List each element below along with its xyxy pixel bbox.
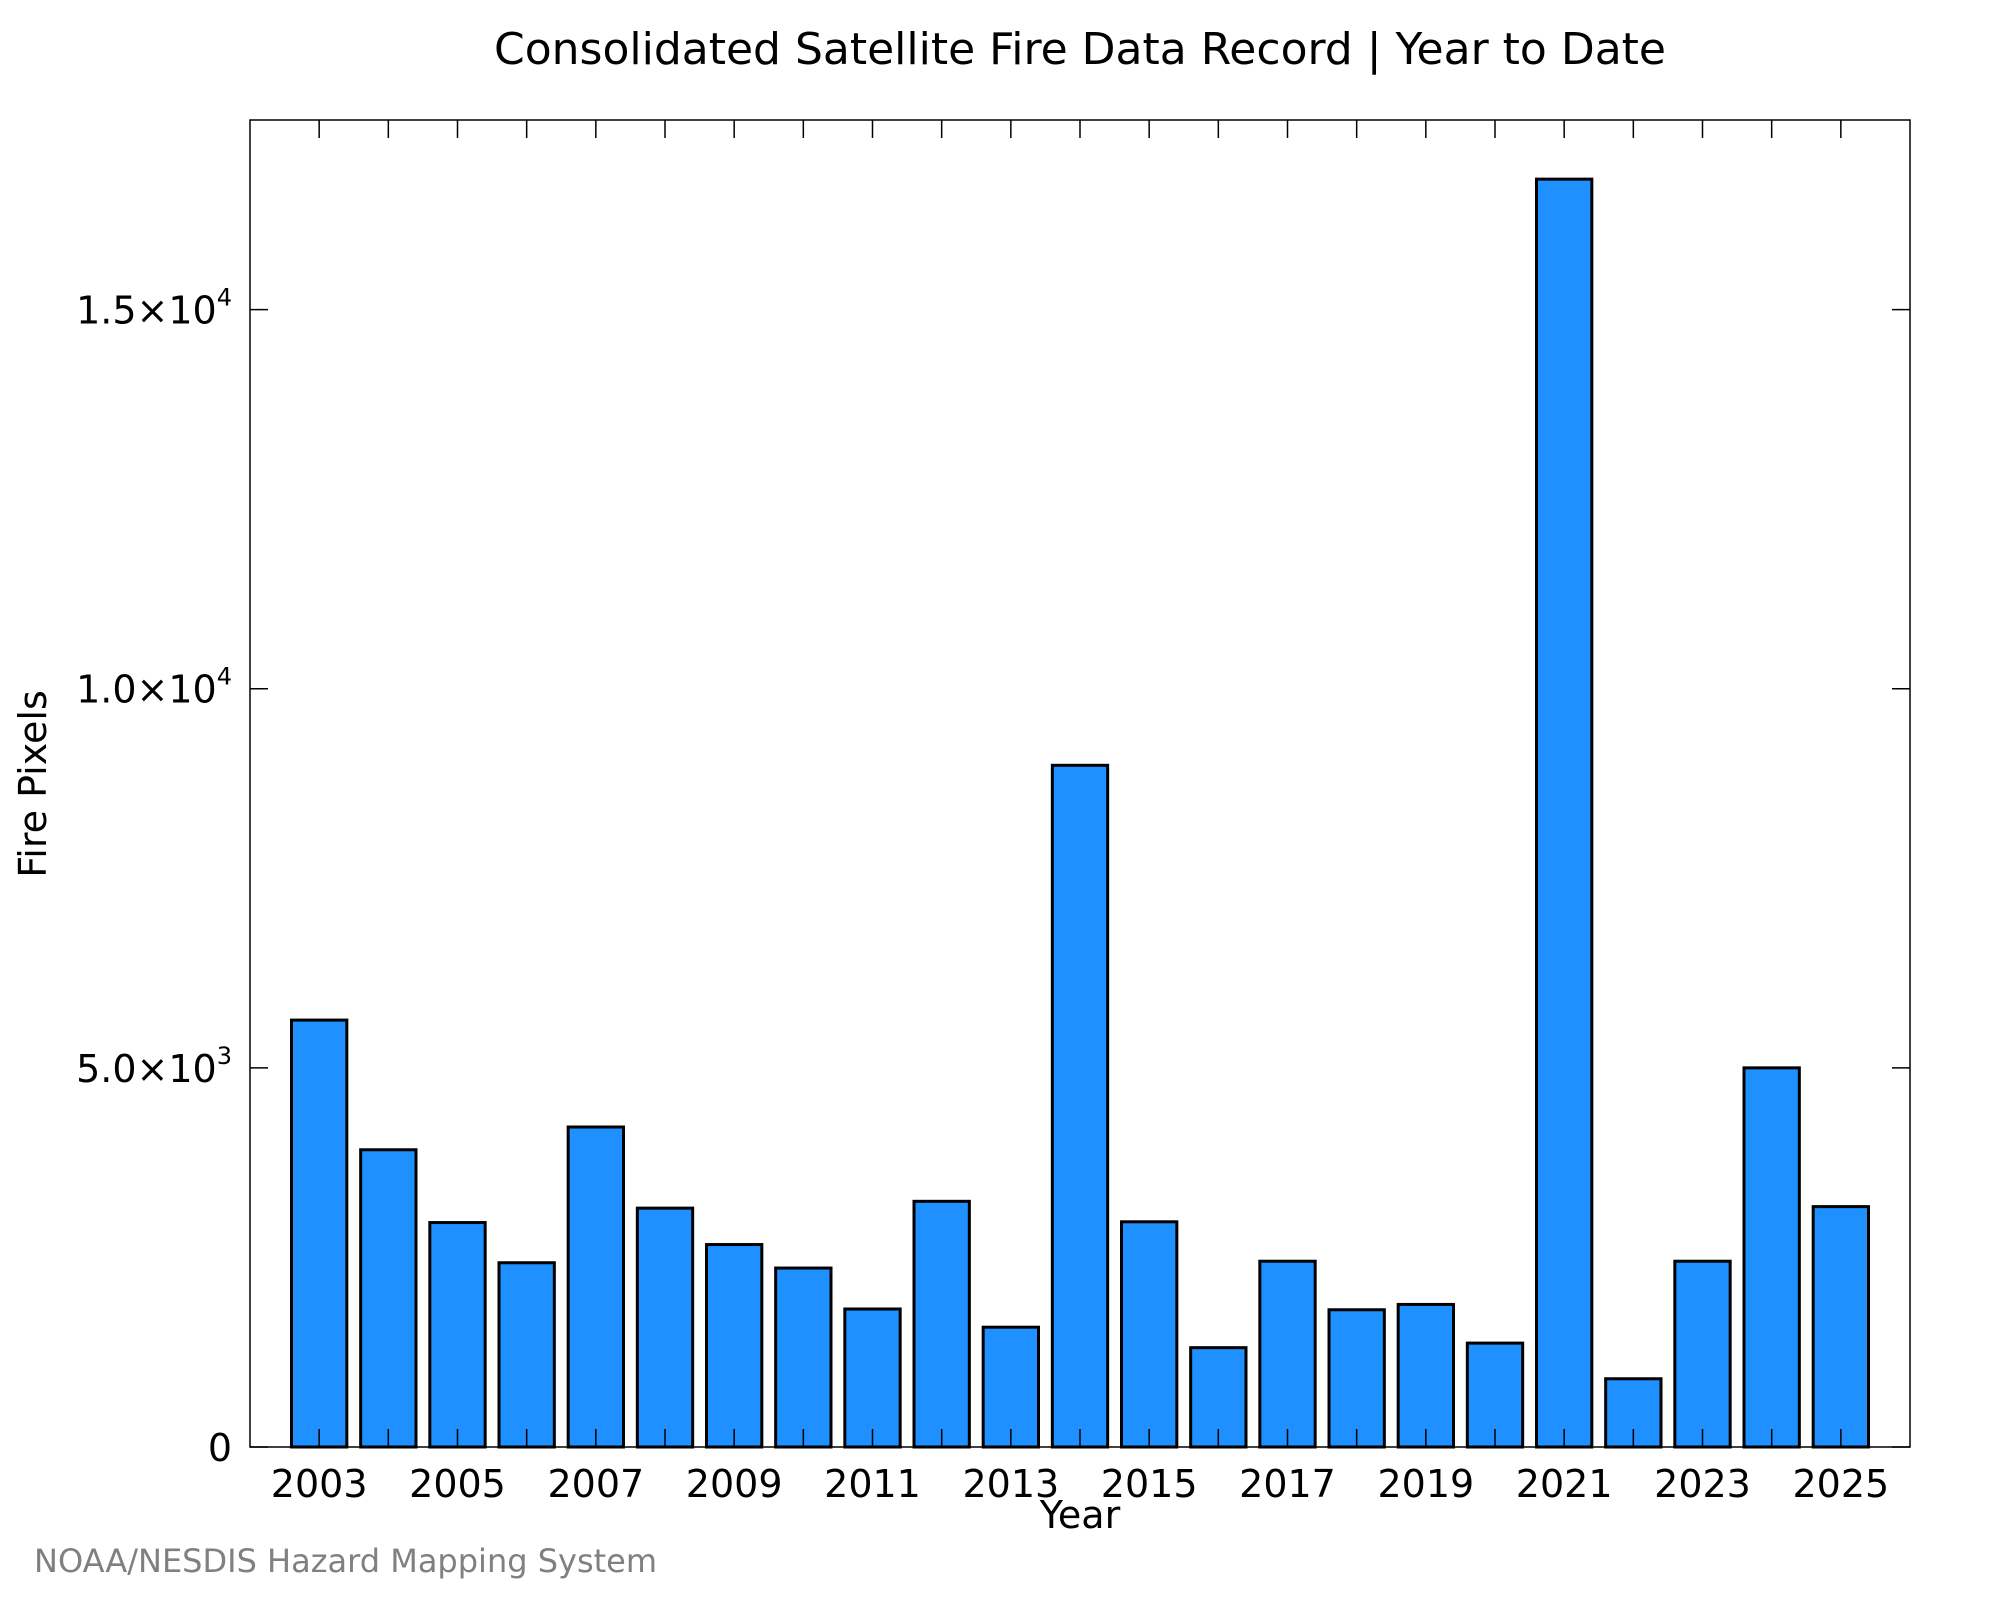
x-tick-label-2003: 2003 [271,1462,368,1506]
y-tick-labels: 0 5.0×103 1.0×104 1.5×104 [76,284,232,1470]
bar-2015 [1120,1220,1179,1449]
bar-2019 [1396,1302,1455,1449]
x-tick-label-2021: 2021 [1516,1462,1613,1506]
bar-2025 [1811,1205,1870,1449]
y-tick-label: 1.5×104 [76,284,232,333]
x-tick-label-2019: 2019 [1377,1462,1474,1506]
x-tick-label-2025: 2025 [1792,1462,1889,1506]
x-tick-label-2023: 2023 [1654,1462,1751,1506]
x-tick-label-2015: 2015 [1101,1462,1198,1506]
x-axis-label: Year [1039,1493,1121,1537]
bar-2012 [912,1199,971,1449]
bar-2024 [1742,1066,1801,1449]
bar-2009 [705,1243,764,1449]
bar-2023 [1673,1259,1732,1449]
y-axis-label: Fire Pixels [11,690,55,878]
y-tick-label: 0 [208,1426,232,1470]
bar-2010 [774,1266,833,1449]
bar-2011 [843,1307,902,1449]
x-tick-label-2005: 2005 [409,1462,506,1506]
y-tick-label: 1.0×104 [76,663,232,712]
ticks-group [250,120,1910,1448]
x-tick-label-2009: 2009 [686,1462,783,1506]
x-tick-label-2011: 2011 [824,1462,921,1506]
x-tick-label-2017: 2017 [1239,1462,1336,1506]
x-tick-labels: 2003 2005 2007 2009 2011 2013 2015 2017 2019 2021… [271,1462,1889,1506]
x-tick-label-2013: 2013 [962,1462,1059,1506]
bar-2008 [635,1206,695,1449]
bar-2005 [428,1221,487,1449]
x-tick-label-2007: 2007 [547,1462,644,1506]
bar-2021 [1535,177,1594,1449]
bars-group [290,177,1870,1449]
bar-2017 [1258,1259,1317,1449]
bar-2007 [566,1125,626,1449]
bar-2014 [1050,763,1110,1449]
bar-2018 [1327,1308,1386,1449]
source-credit: NOAA/NESDIS Hazard Mapping System [34,1542,657,1580]
bar-2003 [290,1018,349,1449]
bar-2004 [359,1148,418,1449]
plot-frame [249,119,1911,1448]
bar-2006 [497,1261,556,1449]
chart-title: Consolidated Satellite Fire Data Record … [494,24,1666,75]
y-tick-label: 5.0×103 [76,1042,232,1091]
